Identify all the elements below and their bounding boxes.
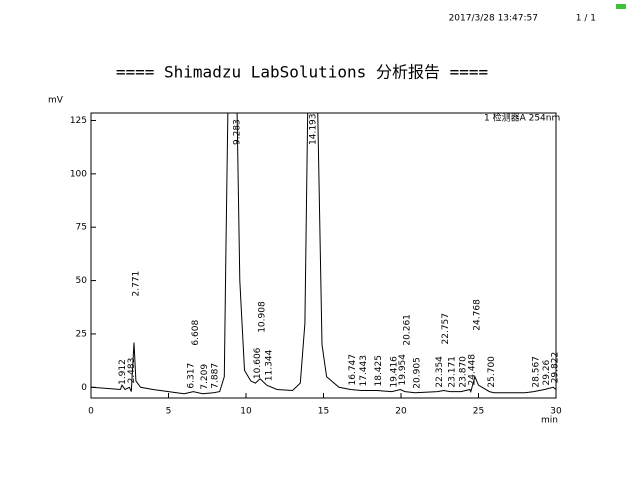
chromatogram-trace xyxy=(91,113,556,395)
peak-label: 11.344 xyxy=(264,349,274,381)
peak-label: 23.171 xyxy=(448,356,458,388)
x-tick-label: 15 xyxy=(318,407,329,417)
peak-label: 24.768 xyxy=(472,299,482,331)
peak-label: 10.908 xyxy=(258,301,268,333)
x-tick-label: 25 xyxy=(473,407,484,417)
peak-label: 2.771 xyxy=(132,271,142,297)
y-tick-label: 25 xyxy=(76,329,87,339)
peak-label: 6.317 xyxy=(186,363,196,389)
peak-label: 16.747 xyxy=(348,354,358,386)
chart-title: ==== Shimadzu LabSolutions 分析报告 ==== xyxy=(116,63,488,82)
x-tick-label: 20 xyxy=(395,407,407,417)
peak-label: 18.425 xyxy=(374,355,384,387)
peak-label: 22.757 xyxy=(441,313,451,345)
y-tick-label: 50 xyxy=(76,276,88,286)
y-axis-label: mV xyxy=(48,96,64,106)
peak-label: 20.905 xyxy=(413,357,423,389)
x-tick-label: 5 xyxy=(166,407,172,417)
peak-label: 28.567 xyxy=(531,356,541,388)
peak-label: 19.416 xyxy=(389,356,399,388)
status-indicator xyxy=(616,4,626,9)
x-axis-label: min xyxy=(541,416,558,426)
y-tick-label: 100 xyxy=(70,169,87,179)
peak-label: 7.887 xyxy=(211,363,221,389)
y-tick-label: 75 xyxy=(76,223,87,233)
peak-label: 10.606 xyxy=(253,347,263,379)
peak-label: 29.26 xyxy=(542,359,552,385)
page-number: 1 / 1 xyxy=(576,14,596,24)
peak-label: 1.912 xyxy=(118,359,128,385)
peak-label: 9.283 xyxy=(232,119,242,145)
x-tick-label: 30 xyxy=(550,407,562,417)
peak-label: 17.443 xyxy=(359,355,369,387)
x-tick-label: 10 xyxy=(240,407,252,417)
peak-label: 22.354 xyxy=(435,356,445,388)
peak-label: 25.700 xyxy=(487,356,497,388)
y-tick-label: 125 xyxy=(70,116,87,126)
x-tick-label: 0 xyxy=(88,407,94,417)
peak-label: 6.608 xyxy=(191,320,201,346)
legend-entry: 1 检测器A 254nm xyxy=(484,112,560,124)
peak-label: 19.954 xyxy=(398,354,408,386)
peak-label: 20.261 xyxy=(403,314,413,346)
peak-label: 2.483 xyxy=(127,358,137,384)
peak-label: 7.209 xyxy=(200,364,210,390)
peak-label: 23.870 xyxy=(459,356,469,388)
timestamp: 2017/3/28 13:47:57 xyxy=(449,14,538,24)
y-tick-label: 0 xyxy=(81,383,87,393)
peak-label: 24.448 xyxy=(467,354,477,386)
peak-label: 29.822 xyxy=(551,352,561,384)
peak-label: 14.193 xyxy=(309,114,319,146)
